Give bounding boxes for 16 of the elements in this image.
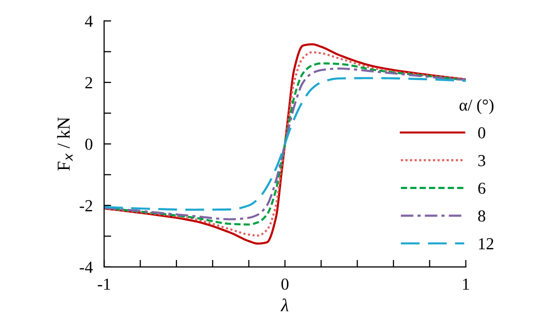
y-tick-label: 4 bbox=[85, 16, 93, 27]
y-tick-label: -4 bbox=[80, 262, 93, 273]
x-tick-label: -1 bbox=[98, 278, 110, 290]
x-tick-label: 0 bbox=[281, 278, 288, 290]
legend-label: 6 bbox=[478, 182, 486, 194]
legend-label: 0 bbox=[478, 127, 486, 138]
legend-label: 8 bbox=[478, 210, 486, 222]
legend-title: α/ (°) bbox=[460, 99, 494, 114]
legend-label: 3 bbox=[478, 155, 486, 166]
legend-label: 12 bbox=[479, 238, 494, 250]
y-axis-title: F$_{x}$ / kN bbox=[57, 117, 73, 171]
x-axis-title: λ bbox=[280, 298, 288, 312]
y-tick-label: 2 bbox=[85, 77, 92, 88]
y-tick-label: 0 bbox=[85, 138, 92, 150]
x-tick-label: 1 bbox=[463, 278, 469, 290]
y-tick-label: -2 bbox=[80, 200, 92, 212]
